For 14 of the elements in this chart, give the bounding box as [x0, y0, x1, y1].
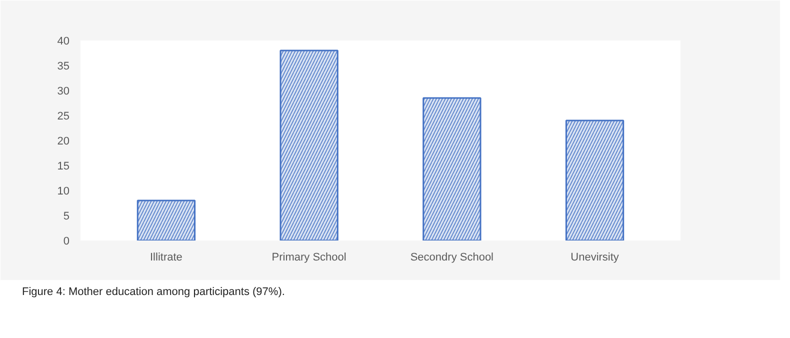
y-tick-label: 35 [57, 60, 70, 72]
y-tick-label: 30 [57, 86, 70, 98]
y-tick-label: 15 [57, 160, 70, 172]
y-tick-label: 0 [63, 236, 70, 248]
y-tick-label: 25 [57, 110, 70, 122]
x-tick-label: Unevirsity [570, 252, 620, 264]
y-tick-label: 20 [57, 136, 70, 148]
y-tick-label: 5 [63, 210, 70, 222]
x-tick-label: Primary School [272, 252, 346, 264]
x-tick-label: Illitrate [150, 252, 182, 264]
y-tick-label: 40 [57, 36, 70, 48]
x-tick-label: Secondry School [410, 252, 494, 264]
caption: Figure 4: Mother education among participants (97%). [22, 285, 285, 300]
y-tick-label: 10 [57, 186, 70, 198]
